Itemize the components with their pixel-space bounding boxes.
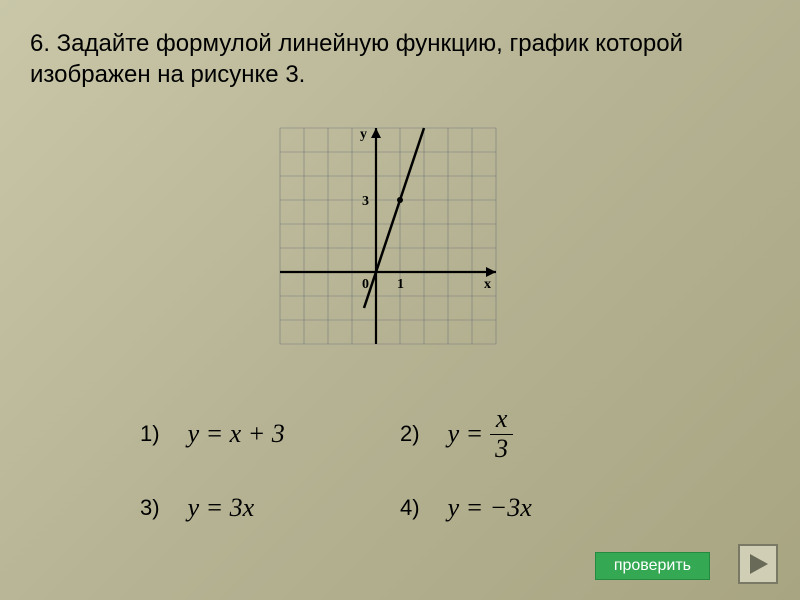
function-graph: 0 1 3 x y bbox=[270, 118, 506, 359]
option-2-formula: y = x 3 bbox=[448, 405, 515, 463]
option-2-number: 2) bbox=[400, 421, 420, 447]
svg-text:3: 3 bbox=[362, 194, 369, 209]
option-4-formula: y = −3x bbox=[448, 493, 532, 523]
question-text: 6. Задайте формулой линейную функцию, гр… bbox=[30, 28, 770, 90]
option-3-number: 3) bbox=[140, 495, 160, 521]
option-3[interactable]: 3) y = 3x bbox=[140, 493, 400, 523]
option-1[interactable]: 1) y = x + 3 bbox=[140, 419, 400, 449]
option-1-formula: y = x + 3 bbox=[188, 419, 285, 449]
option-3-formula: y = 3x bbox=[188, 493, 255, 523]
answer-options: 1) y = x + 3 2) y = x 3 3) y = 3x 4) y =… bbox=[140, 405, 700, 553]
check-button[interactable]: проверить bbox=[595, 552, 710, 580]
option-2[interactable]: 2) y = x 3 bbox=[400, 405, 660, 463]
svg-text:y: y bbox=[360, 127, 367, 142]
option-1-number: 1) bbox=[140, 421, 160, 447]
fraction-icon: x 3 bbox=[489, 405, 514, 463]
option-4-number: 4) bbox=[400, 495, 420, 521]
option-4[interactable]: 4) y = −3x bbox=[400, 493, 660, 523]
arrow-right-icon bbox=[746, 552, 770, 576]
option-2-prefix: y = bbox=[448, 419, 484, 449]
next-button[interactable] bbox=[738, 544, 778, 584]
svg-text:1: 1 bbox=[397, 277, 404, 292]
svg-text:x: x bbox=[484, 277, 491, 292]
svg-text:0: 0 bbox=[362, 277, 369, 292]
